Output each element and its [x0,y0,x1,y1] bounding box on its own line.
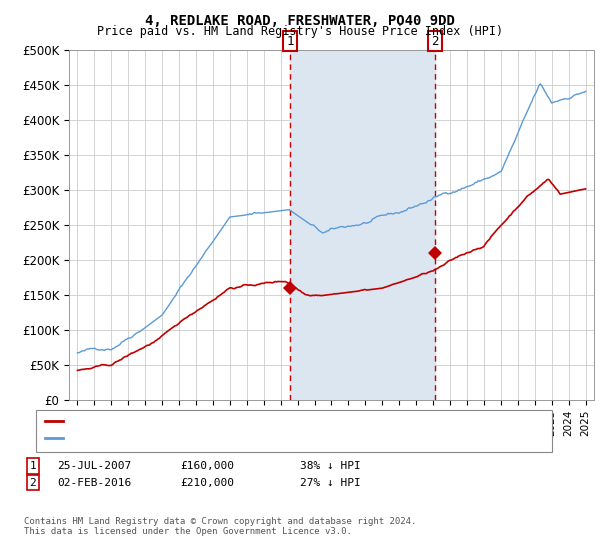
Text: £160,000: £160,000 [180,461,234,471]
Text: 4, REDLAKE ROAD, FRESHWATER, PO40 9DD: 4, REDLAKE ROAD, FRESHWATER, PO40 9DD [145,14,455,28]
Text: 4, REDLAKE ROAD, FRESHWATER, PO40 9DD (detached house): 4, REDLAKE ROAD, FRESHWATER, PO40 9DD (d… [66,416,404,426]
Text: 2: 2 [29,478,37,488]
Text: Contains HM Land Registry data © Crown copyright and database right 2024.: Contains HM Land Registry data © Crown c… [24,517,416,526]
Text: £210,000: £210,000 [180,478,234,488]
Text: 02-FEB-2016: 02-FEB-2016 [57,478,131,488]
Text: 2: 2 [431,35,439,48]
Text: 1: 1 [286,35,294,48]
Text: 38% ↓ HPI: 38% ↓ HPI [300,461,361,471]
Text: 1: 1 [29,461,37,471]
Text: Price paid vs. HM Land Registry's House Price Index (HPI): Price paid vs. HM Land Registry's House … [97,25,503,38]
Text: This data is licensed under the Open Government Licence v3.0.: This data is licensed under the Open Gov… [24,528,352,536]
Text: 25-JUL-2007: 25-JUL-2007 [57,461,131,471]
Bar [290,50,434,400]
Text: HPI: Average price, detached house, Isle of Wight: HPI: Average price, detached house, Isle… [66,433,372,443]
Text: 27% ↓ HPI: 27% ↓ HPI [300,478,361,488]
